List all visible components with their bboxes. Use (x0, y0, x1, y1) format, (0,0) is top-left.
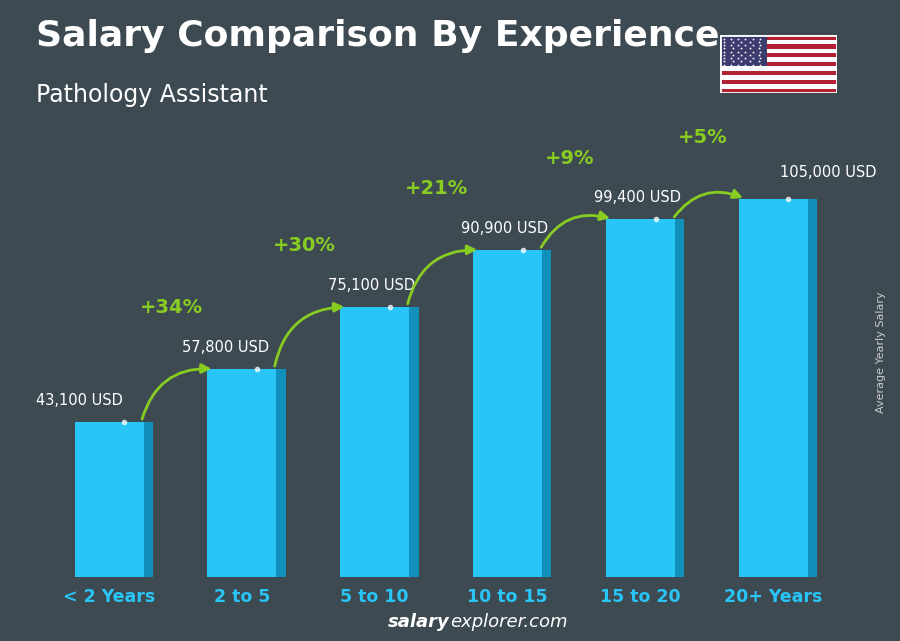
Polygon shape (276, 369, 285, 577)
Text: Pathology Assistant: Pathology Assistant (36, 83, 268, 107)
Bar (207, 369, 276, 577)
Bar (720, 35, 767, 66)
Bar (720, 62, 837, 66)
Text: +34%: +34% (140, 298, 202, 317)
Polygon shape (675, 219, 684, 577)
Text: 90,900 USD: 90,900 USD (461, 221, 548, 236)
Bar (720, 44, 837, 49)
Text: 75,100 USD: 75,100 USD (328, 278, 415, 292)
Text: +21%: +21% (405, 179, 468, 198)
Polygon shape (410, 306, 418, 577)
Text: +30%: +30% (273, 236, 336, 255)
Text: 43,100 USD: 43,100 USD (36, 393, 123, 408)
Polygon shape (542, 250, 552, 577)
Bar (720, 75, 837, 79)
Text: 57,800 USD: 57,800 USD (182, 340, 269, 355)
Bar (720, 58, 837, 62)
Bar (720, 49, 837, 53)
Bar (720, 84, 837, 88)
Text: Average Yearly Salary: Average Yearly Salary (877, 292, 886, 413)
Bar (720, 79, 837, 84)
Bar (720, 40, 837, 44)
Text: 99,400 USD: 99,400 USD (594, 190, 681, 205)
Bar (473, 250, 542, 577)
Text: explorer.com: explorer.com (450, 613, 568, 631)
Text: 105,000 USD: 105,000 USD (779, 165, 877, 180)
Polygon shape (144, 422, 153, 577)
Text: salary: salary (388, 613, 450, 631)
Text: +5%: +5% (678, 128, 727, 147)
Bar (720, 35, 837, 40)
Polygon shape (807, 199, 817, 577)
Bar (340, 306, 410, 577)
Text: +9%: +9% (544, 149, 594, 168)
Bar (739, 199, 807, 577)
Bar (720, 53, 837, 58)
Bar (720, 71, 837, 75)
Bar (606, 219, 675, 577)
Bar (720, 88, 837, 93)
Bar (720, 66, 837, 71)
Text: Salary Comparison By Experience: Salary Comparison By Experience (36, 19, 719, 53)
Bar (75, 422, 144, 577)
